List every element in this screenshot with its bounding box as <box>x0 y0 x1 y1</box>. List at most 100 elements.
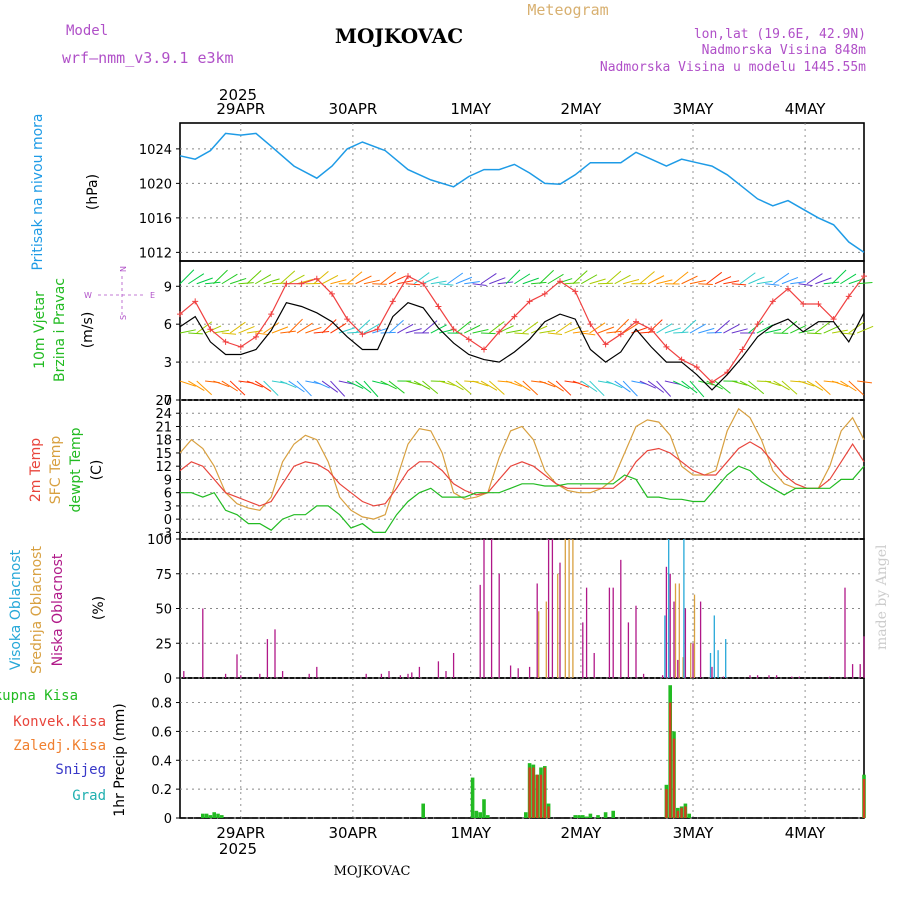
precip-total-bar <box>470 777 475 818</box>
wind-barb <box>330 279 347 285</box>
wind-unit: (m/s) <box>80 312 96 349</box>
wind-barb <box>254 274 272 285</box>
wind-barb <box>798 283 813 287</box>
wind-barb <box>555 321 572 334</box>
wind-barb <box>505 329 522 334</box>
cloud-low-title: Niska Oblacnost <box>50 553 66 666</box>
wind-barb <box>280 380 297 389</box>
y-tick-label: 21 <box>155 420 172 435</box>
y-tick-label: 1016 <box>139 212 172 227</box>
precip-legend-frz: Zaledj.Kisa <box>13 738 106 754</box>
wind-barb <box>698 327 715 334</box>
precip-total-bar <box>208 815 213 818</box>
wind-barb <box>857 282 873 285</box>
wind-barb <box>656 380 672 397</box>
wind-barb <box>488 380 505 395</box>
wind-barb <box>213 329 230 334</box>
gust-marker <box>389 298 396 305</box>
y-tick-label: 0 <box>164 812 172 827</box>
wind-barb <box>355 275 372 285</box>
day-label-top: 2MAY <box>561 100 603 118</box>
footer-station: MOJKOVAC <box>334 864 411 879</box>
wind-barb <box>547 273 564 285</box>
gust-line <box>179 275 865 384</box>
wind-barb <box>731 380 748 386</box>
wind-barb <box>280 330 296 334</box>
wind-barb <box>397 323 414 334</box>
wind-barb <box>405 283 421 286</box>
precip-conv-bar <box>676 810 679 818</box>
wind-barb <box>188 380 205 391</box>
wind-barb <box>464 324 481 334</box>
wind-barb <box>756 380 772 383</box>
t2m-line <box>179 441 865 507</box>
wind-barb <box>798 380 815 387</box>
wind-barb <box>815 321 831 334</box>
wind-barb <box>739 380 757 390</box>
wind-barb <box>405 328 422 334</box>
wind-barb <box>497 281 514 285</box>
wind-barb <box>798 329 815 334</box>
wind-barb <box>781 320 798 334</box>
wind-barb <box>480 332 496 335</box>
wind-barb <box>564 282 580 285</box>
wind-title-line1: 10m Vjetar <box>32 291 48 369</box>
wind-barb <box>380 331 396 334</box>
wind-barb <box>188 273 205 285</box>
plots: 29APR 29APR 30APR 30APR 1MAY 1MAY 2MAY 2MAY 3MAY… <box>139 100 874 842</box>
wind-barb <box>179 329 196 334</box>
wind-barb <box>380 380 397 390</box>
wind-barb <box>790 324 807 334</box>
day-label-top: 3MAY <box>673 100 715 118</box>
wind-barb <box>514 332 529 335</box>
y-tick-label: 3 <box>164 500 172 515</box>
y-tick-label: 0 <box>164 513 172 528</box>
gust-marker <box>769 298 776 305</box>
wind-barb <box>355 380 372 394</box>
panel-frame-4 <box>179 677 865 819</box>
wind-barb <box>522 321 539 334</box>
y-tick-label: 15 <box>155 447 172 462</box>
wind-barb <box>589 380 605 397</box>
wind-barb <box>572 270 588 285</box>
wind-barb <box>597 326 615 334</box>
wind-barb <box>539 329 556 334</box>
precip-conv-bar <box>543 767 546 818</box>
precip-total-bar <box>573 815 577 818</box>
day-label-bottom: 3MAY <box>673 824 715 842</box>
precip-legend-conv: Konvek.Kisa <box>13 714 106 730</box>
wind-barb <box>781 276 799 285</box>
gust-marker <box>709 379 715 386</box>
wind-barb <box>622 322 639 334</box>
wind-barb <box>472 380 489 387</box>
gust-marker <box>420 280 427 287</box>
gust-marker <box>861 273 867 280</box>
gust-marker <box>557 278 563 285</box>
y-tick-label: 6 <box>164 487 172 502</box>
wind-barb <box>305 326 322 334</box>
wind-barb <box>806 380 824 391</box>
wind-barb <box>639 271 655 285</box>
gust-marker <box>329 290 335 297</box>
wind-barb <box>572 330 589 334</box>
precip-legend-snow: Snijeg <box>55 762 106 778</box>
wind-barb <box>706 271 723 285</box>
y-tick-label: 6 <box>164 318 172 333</box>
y-tick-label: 100 <box>147 533 172 548</box>
precip-total-bar <box>584 816 589 818</box>
wind-barb <box>673 380 690 390</box>
wind-barb <box>296 380 312 397</box>
temp-unit: (C) <box>89 460 105 481</box>
y-tick-label: 25 <box>155 637 172 652</box>
precip-conv-bar <box>680 807 683 818</box>
precip-total-bar <box>212 812 216 818</box>
wind-barb <box>480 273 497 285</box>
wind-barb <box>756 324 773 334</box>
wind-barb <box>430 280 447 285</box>
wind-barb <box>748 380 765 395</box>
lonlat-label: lon,lat (19.6E, 42.9N) <box>694 27 866 42</box>
wind-barb <box>656 323 673 334</box>
pressure-unit: (hPa) <box>85 174 101 210</box>
wind-barb <box>622 278 640 285</box>
wind-barb <box>714 320 730 334</box>
